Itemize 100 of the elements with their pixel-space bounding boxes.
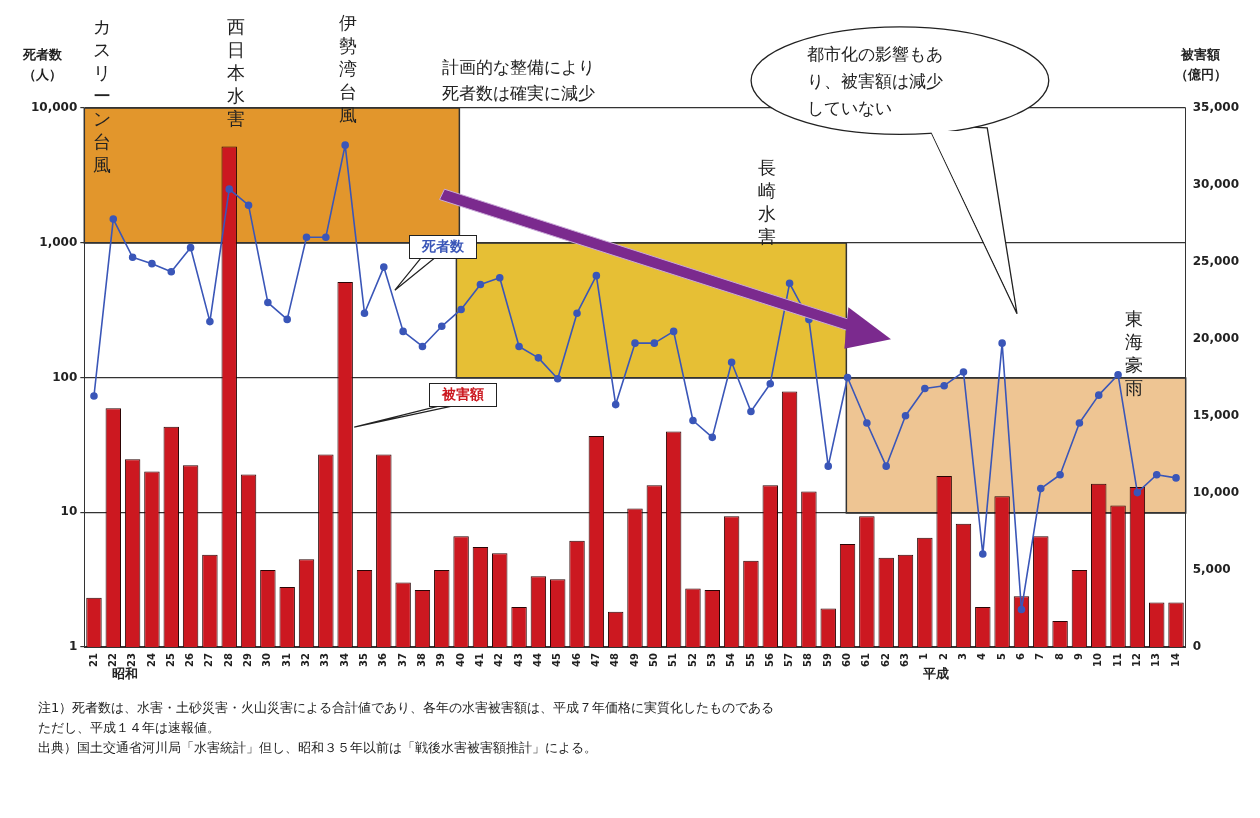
point <box>1094 391 1103 399</box>
point <box>515 342 523 351</box>
x-tick-label: 25 <box>164 653 176 668</box>
point <box>322 233 330 241</box>
x-tick-label: 26 <box>184 653 196 668</box>
y2-tick-label: 15,000 <box>1192 408 1240 423</box>
point <box>611 400 620 409</box>
x-tick-label: 55 <box>744 653 756 668</box>
x-tick-label: 43 <box>512 653 524 668</box>
y2-tick-label: 10,000 <box>1192 485 1240 500</box>
y-tick-label: 10,000 <box>30 100 78 115</box>
x-tick-label: 54 <box>725 653 737 668</box>
x-tick-label: 21 <box>87 653 99 668</box>
point <box>824 462 833 470</box>
x-tick-label: 24 <box>145 653 157 668</box>
annotation: 都市化の影響もあり、被害額は減少していない <box>806 42 944 120</box>
x-tick-label: 2 <box>937 653 949 661</box>
y-axis-title: 死者数（人） <box>22 45 64 84</box>
point <box>650 339 659 347</box>
y-tick-label: 1,000 <box>39 234 78 249</box>
point <box>283 315 291 324</box>
point <box>785 279 794 288</box>
point <box>534 354 543 362</box>
x-tick-label: 61 <box>860 653 872 668</box>
x-tick-label: 27 <box>203 653 215 668</box>
x-tick-label: 35 <box>358 653 370 668</box>
x-tick-label: 23 <box>126 653 138 668</box>
point <box>341 141 349 149</box>
x-tick-label: 44 <box>531 653 543 668</box>
point <box>380 263 388 271</box>
point <box>998 339 1006 347</box>
point <box>225 185 234 193</box>
point <box>901 412 910 420</box>
x-tick-label: 40 <box>454 653 466 668</box>
point <box>418 342 427 351</box>
x-tick-label: 38 <box>416 653 428 668</box>
annotation: 伊勢湾台風 <box>338 10 358 126</box>
y2-tick-label: 30,000 <box>1192 177 1240 192</box>
x-tick-label: 11 <box>1111 653 1123 668</box>
point <box>360 309 369 318</box>
x-tick-label: 10 <box>1092 653 1104 668</box>
x-tick-label: 49 <box>628 653 640 668</box>
point <box>1152 470 1161 479</box>
point <box>206 317 214 326</box>
x-tick-label: 31 <box>280 653 292 668</box>
x-tick-label: 9 <box>1073 653 1085 661</box>
point <box>109 215 118 223</box>
text: ただし、平成１４年は速報値。 <box>38 719 221 737</box>
annotation: 東海豪雨 <box>1124 307 1144 400</box>
point <box>1172 474 1180 482</box>
point <box>959 368 968 376</box>
text: 被害額 <box>428 382 497 407</box>
x-tick-label: 60 <box>841 653 853 668</box>
y-tick-label: 10 <box>60 504 78 519</box>
x-tick-label: 63 <box>899 653 911 668</box>
point <box>186 243 195 252</box>
y2-axis-title: 被害額（億円） <box>1173 45 1228 84</box>
annotation: 西日本水害 <box>226 14 246 130</box>
point <box>399 327 407 336</box>
x-tick-label: 12 <box>1130 653 1142 668</box>
point <box>128 253 137 262</box>
x-tick-label: 1 <box>918 653 930 661</box>
x-tick-label: 28 <box>222 653 234 668</box>
x-tick-label: 22 <box>106 653 118 668</box>
point <box>244 201 253 209</box>
x-tick-label: 30 <box>261 653 273 668</box>
point <box>708 433 717 442</box>
point <box>573 309 581 318</box>
point <box>437 322 446 331</box>
text: 計画的な整備により死者数は確実に減少 <box>441 56 596 106</box>
x-tick-label: 8 <box>1053 653 1065 661</box>
source-note: 出典）国土交通省河川局「水害統計」但し、昭和３５年以前は「戦後水害被害額推計」による。 <box>38 739 598 757</box>
x-tick-label: 14 <box>1169 653 1181 668</box>
text: 死者数 <box>408 235 477 260</box>
x-tick-label: 57 <box>783 653 795 668</box>
point <box>167 267 176 276</box>
point <box>1075 419 1084 427</box>
point <box>631 339 639 347</box>
x-tick-label: 51 <box>667 653 679 668</box>
x-tick-label: 37 <box>396 653 408 668</box>
point <box>1114 370 1122 379</box>
x-tick-label: 32 <box>300 653 312 668</box>
x-tick-label: 45 <box>551 653 563 668</box>
text: 注1）死者数は、水害・土砂災害・火山災害による合計値であり、各年の水害被害額は、平成７年価格に実質化したものである <box>38 699 776 717</box>
point <box>921 384 929 393</box>
y2-tick-label: 20,000 <box>1192 331 1240 346</box>
point <box>1036 484 1045 493</box>
point <box>495 273 504 282</box>
y2-tick-label: 25,000 <box>1192 254 1240 269</box>
x-tick-label: 56 <box>763 653 775 668</box>
text: 平成 <box>922 665 949 684</box>
x-tick-label: 52 <box>686 653 698 668</box>
x-tick-label: 7 <box>1034 653 1046 661</box>
point <box>1133 488 1142 497</box>
x-tick-label: 34 <box>338 653 350 668</box>
y2-tick-label: 0 <box>1192 639 1202 654</box>
x-tick-label: 3 <box>957 653 969 661</box>
point <box>863 419 871 427</box>
x-tick-label: 39 <box>435 653 447 668</box>
x-tick-label: 4 <box>976 653 988 661</box>
